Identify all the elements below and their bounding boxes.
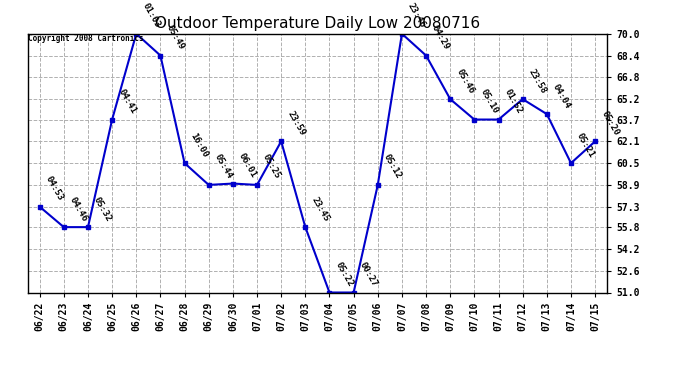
Text: 04:29: 04:29: [431, 24, 451, 51]
Text: 05:12: 05:12: [382, 153, 403, 181]
Text: 04:53: 04:53: [44, 175, 65, 202]
Text: 16:00: 16:00: [189, 131, 210, 159]
Title: Outdoor Temperature Daily Low 20080716: Outdoor Temperature Daily Low 20080716: [155, 16, 480, 31]
Text: 00:27: 00:27: [358, 261, 379, 288]
Text: Copyright 2008 Cartronics: Copyright 2008 Cartronics: [28, 34, 144, 43]
Text: 05:32: 05:32: [92, 195, 113, 223]
Text: 04:46: 04:46: [68, 195, 89, 223]
Text: 05:49: 05:49: [165, 24, 186, 51]
Text: 01:52: 01:52: [503, 88, 524, 116]
Text: 23:59: 23:59: [286, 110, 306, 137]
Text: 06:01: 06:01: [237, 152, 258, 179]
Text: 05:44: 05:44: [213, 153, 234, 181]
Text: 05:20: 05:20: [600, 110, 620, 137]
Text: 05:10: 05:10: [479, 88, 500, 116]
Text: 23:46: 23:46: [406, 2, 427, 30]
Text: 05:25: 05:25: [262, 153, 282, 181]
Text: 05:46: 05:46: [455, 67, 475, 95]
Text: 04:04: 04:04: [551, 82, 572, 110]
Text: 01:03: 01:03: [141, 2, 161, 30]
Text: 05:21: 05:21: [575, 131, 596, 159]
Text: 04:41: 04:41: [117, 88, 137, 116]
Text: 05:22: 05:22: [334, 261, 355, 288]
Text: 23:58: 23:58: [527, 67, 548, 95]
Text: 23:45: 23:45: [310, 195, 331, 223]
